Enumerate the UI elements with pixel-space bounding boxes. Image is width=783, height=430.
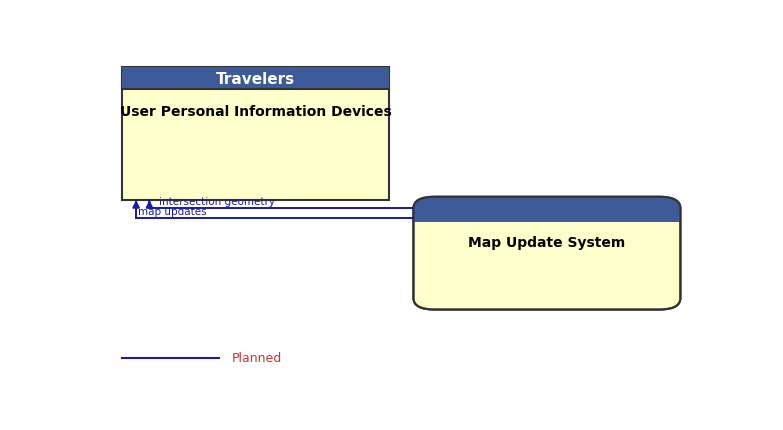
Text: Map Update System: Map Update System xyxy=(468,235,626,249)
FancyBboxPatch shape xyxy=(413,197,680,310)
Text: User Personal Information Devices: User Personal Information Devices xyxy=(120,104,391,119)
Text: map updates: map updates xyxy=(138,206,207,216)
Text: intersection geometry: intersection geometry xyxy=(158,197,275,207)
Bar xyxy=(122,68,389,90)
Bar xyxy=(122,68,389,200)
FancyBboxPatch shape xyxy=(413,197,680,222)
Text: Planned: Planned xyxy=(232,351,282,364)
Bar xyxy=(413,211,680,222)
Text: Travelers: Travelers xyxy=(216,71,295,86)
